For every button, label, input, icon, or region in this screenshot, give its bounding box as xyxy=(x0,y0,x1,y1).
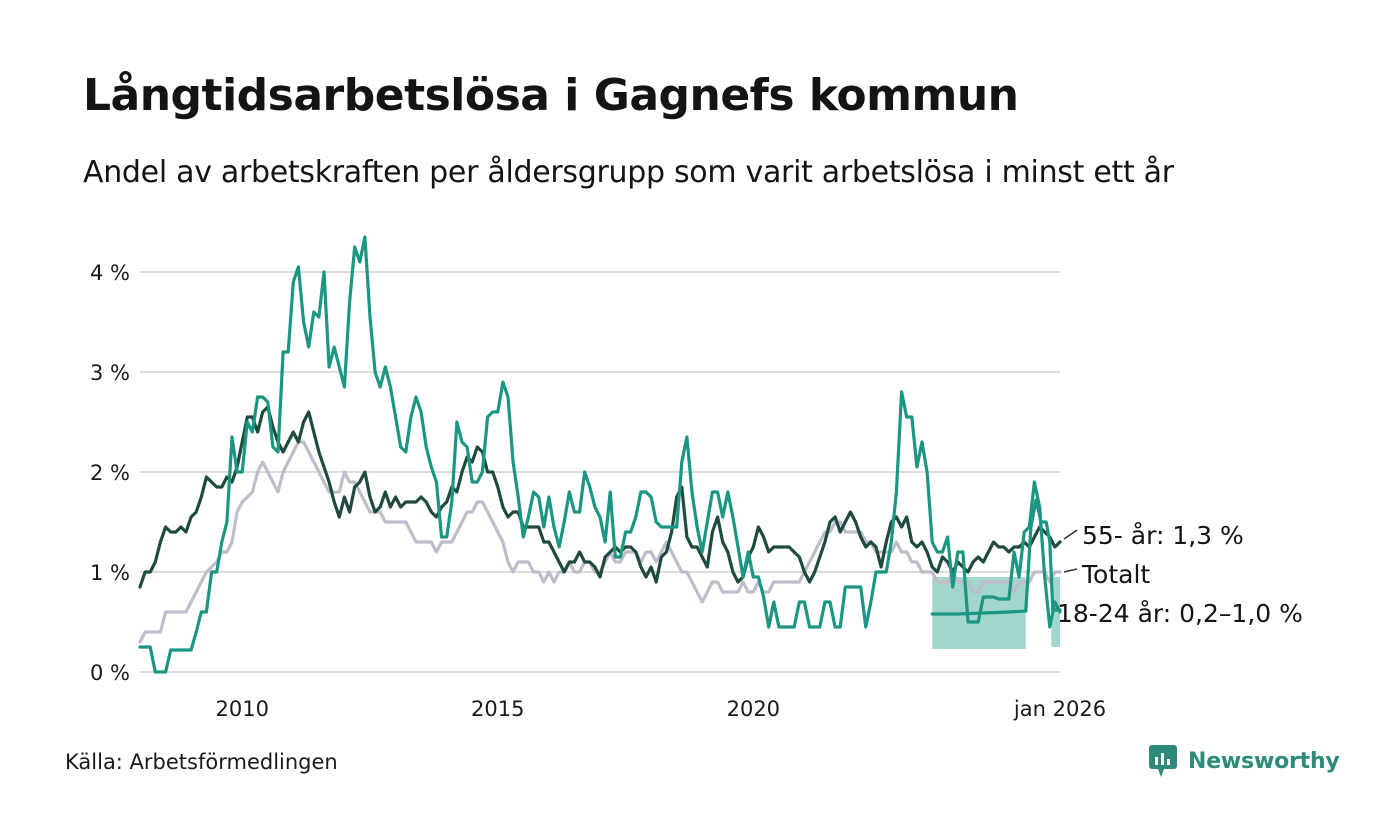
x-axis: 2010 2015 2020 jan 2026 xyxy=(215,697,1106,721)
series-line-55-r xyxy=(138,405,1062,589)
end-label-leader xyxy=(1063,568,1078,573)
source-note: Källa: Arbetsförmedlingen xyxy=(65,750,338,774)
y-axis: 0 % 1 % 2 % 3 % 4 % xyxy=(90,261,130,685)
y-tick-label: 1 % xyxy=(90,561,130,585)
newsworthy-logo[interactable]: Newsworthy xyxy=(1148,744,1340,778)
series-line-totalt xyxy=(138,440,1062,644)
grid-lines xyxy=(140,271,1060,673)
series-lines xyxy=(138,235,1062,674)
end-label: 18-24 år: 0,2–1,0 % xyxy=(1057,599,1303,628)
chart-subtitle: Andel av arbetskraften per åldersgrupp s… xyxy=(83,155,1174,190)
end-label: 55- år: 1,3 % xyxy=(1082,521,1244,550)
chart-title: Långtidsarbetslösa i Gagnefs kommun xyxy=(83,70,1019,121)
x-tick-label: 2015 xyxy=(471,697,524,721)
series-line-18-24-r-0 xyxy=(138,235,1062,674)
newsworthy-logo-text: Newsworthy xyxy=(1188,748,1340,774)
y-tick-label: 3 % xyxy=(90,361,130,385)
y-tick-label: 2 % xyxy=(90,461,130,485)
end-labels: 55- år: 1,3 % Totalt 18-24 år: 0,2–1,0 % xyxy=(1057,521,1303,628)
series-line-18-24-r-2 xyxy=(1024,498,1062,613)
uncertainty-band-1 xyxy=(1051,577,1060,647)
y-tick-label: 0 % xyxy=(90,661,130,685)
y-tick-label: 4 % xyxy=(90,261,130,285)
x-tick-label: jan 2026 xyxy=(1013,697,1106,721)
x-tick-label: 2020 xyxy=(727,697,780,721)
x-tick-label: 2010 xyxy=(215,697,268,721)
series-line-18-24-r-1 xyxy=(930,609,1028,616)
end-label: Totalt xyxy=(1081,560,1150,589)
newsworthy-logo-icon xyxy=(1149,745,1177,777)
end-label-leader xyxy=(1063,529,1078,540)
